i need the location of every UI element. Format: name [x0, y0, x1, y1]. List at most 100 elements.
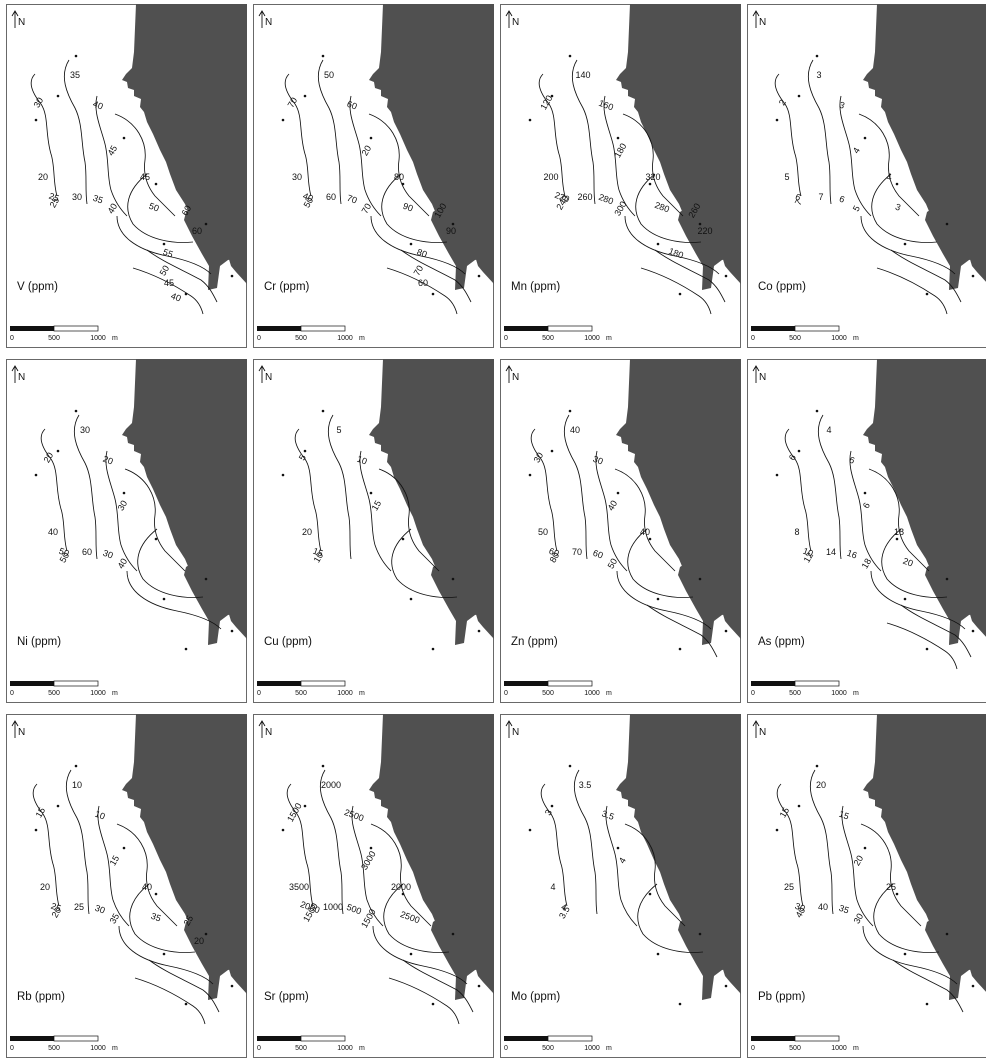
contour-line: [860, 215, 956, 275]
sample-point: [797, 94, 801, 98]
contour-label: 25: [182, 914, 196, 928]
contour-label: 35: [838, 903, 851, 916]
contour-line: [603, 95, 636, 217]
contour-line: [319, 769, 344, 915]
contour-line: [317, 59, 342, 205]
sample-point: [451, 222, 455, 226]
contour-label: 60: [82, 547, 92, 557]
contour-label: 50: [148, 201, 161, 214]
contour-line: [97, 805, 130, 927]
sample-point: [698, 577, 702, 581]
contour-lines: [284, 59, 472, 315]
contour-line: [858, 113, 920, 217]
contour-line: [563, 414, 588, 560]
sample-point: [56, 804, 60, 808]
contour-label: 4: [851, 146, 862, 155]
contour-line: [124, 468, 186, 572]
contour-label: 4: [560, 902, 568, 913]
contour-label: 30: [72, 192, 82, 202]
contour-label: 7: [818, 192, 823, 202]
sample-point: [56, 449, 60, 453]
scale-label: 0: [751, 690, 755, 697]
panel-title: Cr (ppm): [264, 281, 310, 293]
scale-bar: [504, 680, 593, 687]
contour-line: [386, 267, 458, 315]
contour-label: 3: [543, 808, 554, 817]
contour-label: 25: [50, 901, 63, 914]
sample-point: [431, 1002, 435, 1006]
sample-point: [971, 274, 975, 278]
contour-label: 80: [416, 247, 429, 260]
sample-point: [925, 292, 929, 296]
contour-label: 50: [158, 264, 172, 278]
contour-line: [63, 59, 88, 205]
contour-line: [614, 468, 676, 572]
contour-line: [368, 113, 430, 217]
sample-point: [477, 984, 481, 988]
contour-label: 10: [94, 809, 107, 822]
sample-point: [678, 292, 682, 296]
jetty-land: [925, 208, 979, 290]
sample-point: [477, 274, 481, 278]
contour-label: 14: [826, 547, 836, 557]
scale-label: 0: [10, 335, 14, 342]
scale-label: 1000: [90, 690, 106, 697]
contour-label: 260: [577, 192, 592, 202]
contour-label: 40: [92, 99, 105, 112]
contour-line: [400, 249, 472, 303]
scale-label: 1000: [337, 335, 353, 342]
sample-point: [863, 136, 867, 140]
sample-point: [74, 409, 78, 413]
sample-point: [971, 984, 975, 988]
contour-label: 35: [92, 193, 105, 206]
contour-label: 40: [116, 557, 130, 571]
scale-label: m: [112, 690, 118, 697]
contour-label: 50: [58, 546, 71, 559]
contour-label: 20: [38, 172, 48, 182]
panel-title: Cu (ppm): [264, 636, 312, 648]
sample-point: [122, 846, 126, 850]
sample-point: [656, 597, 660, 601]
sample-point: [162, 597, 166, 601]
contour-label: 70: [572, 547, 582, 557]
contour-lines: [30, 59, 218, 315]
sample-point: [895, 892, 899, 896]
contour-label: 25: [48, 191, 61, 204]
sample-point: [409, 242, 413, 246]
scale-bar: [10, 325, 99, 332]
coastline-land: [369, 714, 494, 994]
contour-label: 35: [150, 911, 163, 924]
sample-point: [401, 537, 405, 541]
scale-label: 500: [295, 1045, 307, 1052]
sample-point: [369, 846, 373, 850]
north-label: N: [18, 372, 25, 383]
panel-title: Rb (ppm): [17, 991, 65, 1003]
contour-label: 18: [860, 557, 874, 571]
contour-label: 5: [851, 204, 862, 213]
contour-label: 180: [667, 246, 685, 261]
contour-label: 25: [886, 882, 896, 892]
contour-label: 16: [846, 548, 859, 561]
contour-label: 6: [838, 194, 846, 205]
scale-label: 1000: [831, 335, 847, 342]
contour-line: [817, 414, 842, 560]
panel-title: Co (ppm): [758, 281, 806, 293]
contour-label: 2000: [321, 780, 341, 790]
contour-line: [849, 450, 882, 572]
sample-point: [204, 222, 208, 226]
contour-lines: [774, 59, 962, 315]
sample-point: [281, 473, 285, 477]
sample-point: [724, 274, 728, 278]
sample-point: [648, 537, 652, 541]
panel-title: Mn (ppm): [511, 281, 560, 293]
contour-line: [284, 73, 312, 197]
scale-label: 0: [751, 1045, 755, 1052]
contour-line: [870, 570, 966, 630]
scale-bar: [751, 325, 840, 332]
contour-label: 15: [370, 499, 384, 513]
sample-point: [303, 94, 307, 98]
contour-label: 90: [402, 201, 415, 214]
contour-label: 10: [356, 454, 369, 467]
